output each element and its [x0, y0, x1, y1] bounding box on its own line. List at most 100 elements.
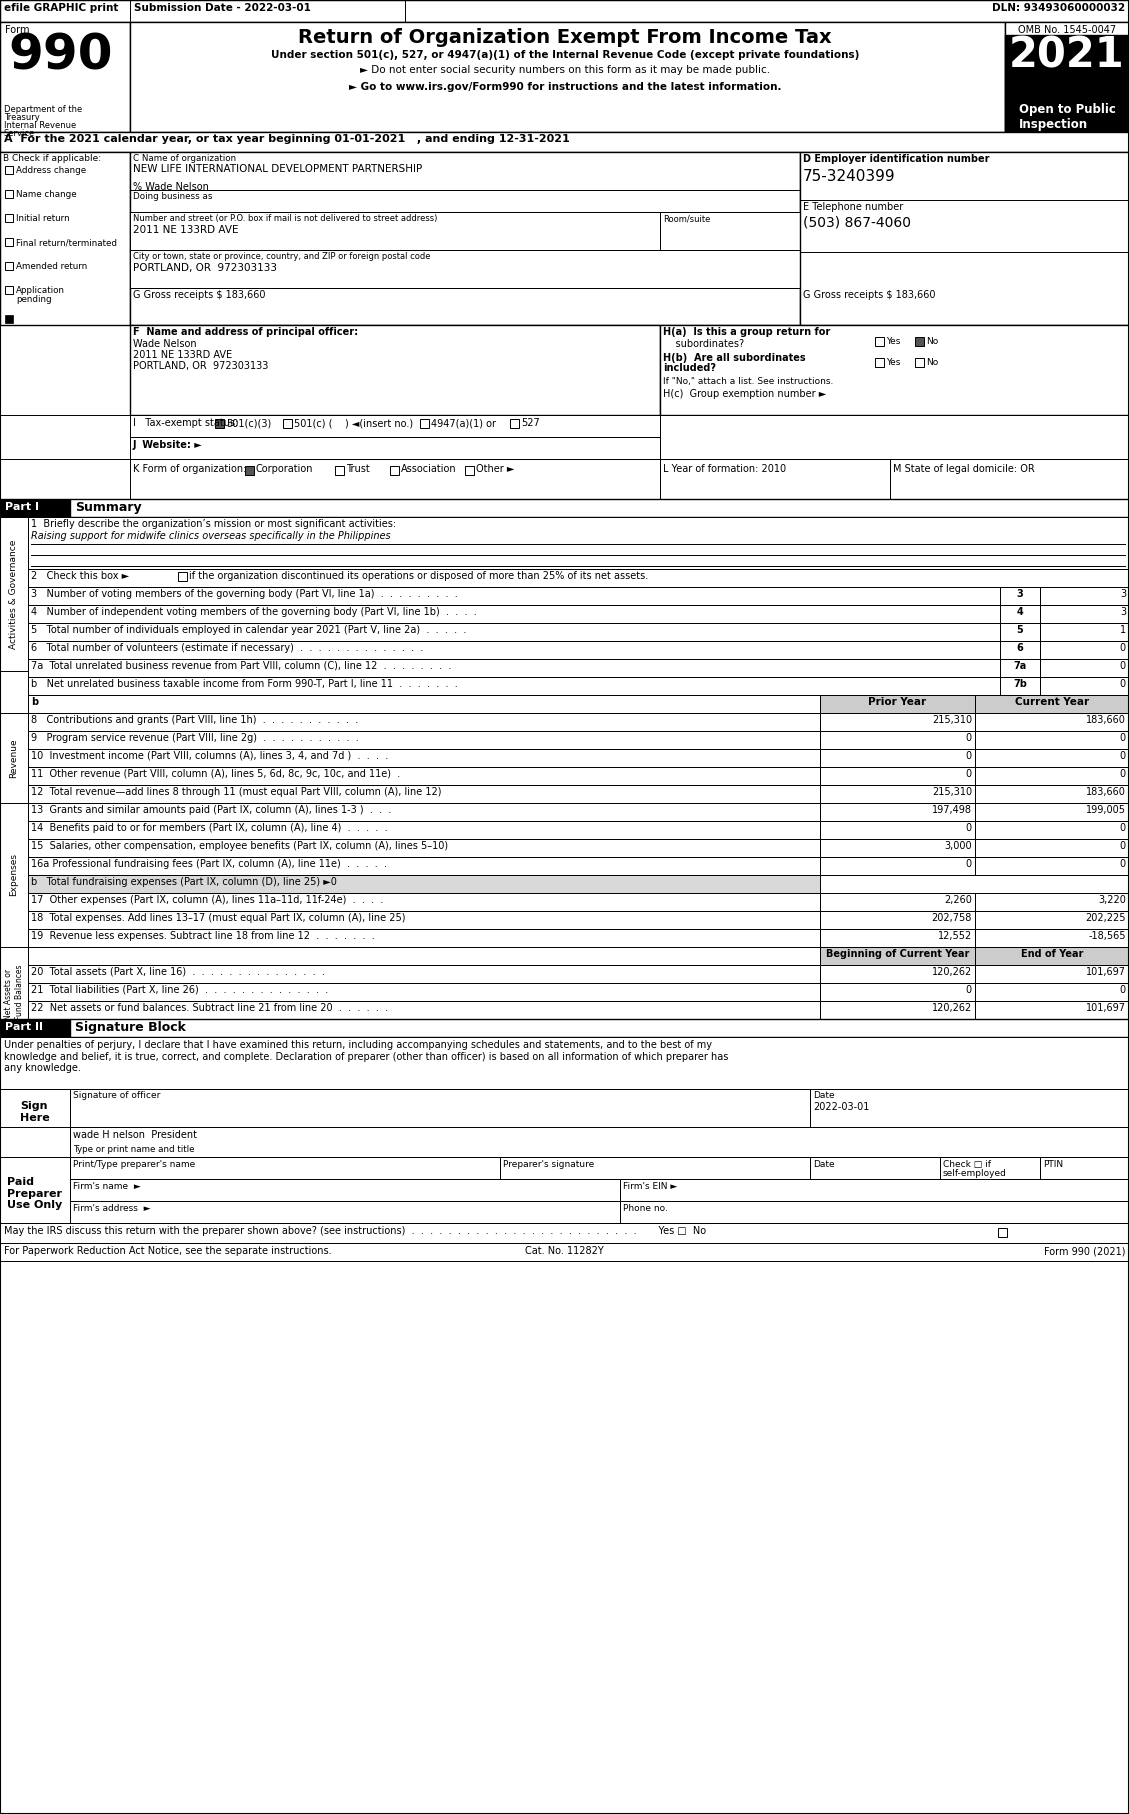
Bar [1040, 640, 1129, 658]
Bar [975, 731, 1129, 749]
Bar [28, 622, 1129, 640]
Bar [283, 419, 292, 428]
Bar [820, 929, 975, 947]
Bar [890, 459, 1129, 499]
Text: A  For the 2021 calendar year, or tax year beginning 01-01-2021   , and ending 1: A For the 2021 calendar year, or tax yea… [5, 134, 570, 143]
Text: PTIN: PTIN [1043, 1159, 1064, 1168]
Bar [975, 911, 1129, 929]
Text: Department of the: Department of the [5, 105, 82, 114]
Bar [820, 911, 975, 929]
Text: B Check if applicable:: B Check if applicable: [3, 154, 102, 163]
Text: L Year of formation: 2010: L Year of formation: 2010 [663, 464, 786, 473]
Bar [130, 250, 800, 288]
Bar [0, 152, 130, 325]
Bar [820, 822, 975, 840]
Bar [0, 517, 28, 671]
Text: 6: 6 [1016, 642, 1023, 653]
Text: 13  Grants and similar amounts paid (Part IX, column (A), lines 1-3 )  .  .  .: 13 Grants and similar amounts paid (Part… [30, 805, 392, 814]
Bar [70, 1019, 1129, 1038]
Bar [70, 1126, 1129, 1157]
Bar [0, 713, 28, 804]
Bar [28, 1001, 820, 1019]
Bar [28, 658, 1129, 677]
Bar [0, 499, 70, 517]
Text: Part II: Part II [5, 1021, 43, 1032]
Bar [1000, 588, 1040, 606]
Bar [0, 1038, 1129, 1088]
Text: 501(c) (    ) ◄(insert no.): 501(c) ( ) ◄(insert no.) [294, 417, 413, 428]
Bar [0, 0, 1129, 22]
Bar [660, 459, 890, 499]
Bar [28, 749, 820, 767]
Bar [178, 571, 187, 580]
Bar [1000, 658, 1040, 677]
Text: 17  Other expenses (Part IX, column (A), lines 11a–11d, 11f-24e)  .  .  .  .: 17 Other expenses (Part IX, column (A), … [30, 894, 384, 905]
Bar [70, 1157, 500, 1179]
Bar [820, 983, 975, 1001]
Text: b   Net unrelated business taxable income from Form 990-T, Part I, line 11  .  .: b Net unrelated business taxable income … [30, 678, 457, 689]
Text: Cat. No. 11282Y: Cat. No. 11282Y [525, 1246, 603, 1255]
Text: Yes: Yes [886, 337, 900, 346]
Bar [28, 677, 1129, 695]
Bar [975, 1001, 1129, 1019]
Bar [5, 190, 14, 198]
Text: Trust: Trust [345, 464, 370, 473]
Bar [70, 1179, 620, 1201]
Text: Sign
Here: Sign Here [20, 1101, 50, 1123]
Text: 0: 0 [966, 985, 972, 996]
Text: 183,660: 183,660 [1086, 787, 1126, 796]
Text: Address change: Address change [16, 167, 86, 174]
Text: % Wade Nelson: % Wade Nelson [133, 181, 209, 192]
Bar [28, 606, 1129, 622]
Text: Prior Year: Prior Year [868, 697, 927, 707]
Text: 20  Total assets (Part X, line 16)  .  .  .  .  .  .  .  .  .  .  .  .  .  .  .: 20 Total assets (Part X, line 16) . . . … [30, 967, 325, 978]
Bar [28, 911, 820, 929]
Bar [5, 316, 14, 323]
Bar [660, 415, 1129, 459]
Bar [70, 1088, 809, 1126]
Bar [820, 840, 975, 856]
Bar [975, 749, 1129, 767]
Bar [215, 419, 224, 428]
Text: 16a Professional fundraising fees (Part IX, column (A), line 11e)  .  .  .  .  .: 16a Professional fundraising fees (Part … [30, 860, 387, 869]
Text: Raising support for midwife clinics overseas specifically in the Philippines: Raising support for midwife clinics over… [30, 532, 391, 541]
Text: included?: included? [663, 363, 716, 374]
Text: if the organization discontinued its operations or disposed of more than 25% of : if the organization discontinued its ope… [189, 571, 648, 580]
Text: Under section 501(c), 527, or 4947(a)(1) of the Internal Revenue Code (except pr: Under section 501(c), 527, or 4947(a)(1)… [271, 51, 859, 60]
Bar [1000, 606, 1040, 622]
Bar [820, 965, 975, 983]
Bar [975, 840, 1129, 856]
Text: 15  Salaries, other compensation, employee benefits (Part IX, column (A), lines : 15 Salaries, other compensation, employe… [30, 842, 448, 851]
Text: 215,310: 215,310 [931, 787, 972, 796]
Text: D Employer identification number: D Employer identification number [803, 154, 989, 163]
Text: 0: 0 [1120, 769, 1126, 778]
Bar [0, 1157, 70, 1223]
Text: 10  Investment income (Part VIII, columns (A), lines 3, 4, and 7d )  .  .  .  .: 10 Investment income (Part VIII, columns… [30, 751, 388, 762]
Bar [1040, 677, 1129, 695]
Text: 120,262: 120,262 [931, 1003, 972, 1012]
Bar [28, 929, 820, 947]
Text: 1: 1 [1120, 626, 1126, 635]
Bar [70, 499, 1129, 517]
Text: 501(c)(3): 501(c)(3) [226, 417, 271, 428]
Text: 3   Number of voting members of the governing body (Part VI, line 1a)  .  .  .  : 3 Number of voting members of the govern… [30, 590, 457, 599]
Text: 197,498: 197,498 [933, 805, 972, 814]
Bar [800, 152, 1129, 325]
Text: Wade Nelson: Wade Nelson [133, 339, 196, 348]
Text: NEW LIFE INTERNATIONAL DEVELOPMENT PARTNERSHIP: NEW LIFE INTERNATIONAL DEVELOPMENT PARTN… [133, 163, 422, 174]
Text: 0: 0 [1120, 985, 1126, 996]
Bar [130, 325, 660, 415]
Text: Internal Revenue: Internal Revenue [5, 122, 77, 131]
Bar [0, 1019, 70, 1038]
Text: 0: 0 [1120, 678, 1126, 689]
Text: End of Year: End of Year [1021, 949, 1083, 960]
Bar [975, 965, 1129, 983]
Text: 12  Total revenue—add lines 8 through 11 (must equal Part VIII, column (A), line: 12 Total revenue—add lines 8 through 11 … [30, 787, 441, 796]
Text: Preparer's signature: Preparer's signature [504, 1159, 594, 1168]
Bar [1005, 96, 1129, 132]
Text: Firm's EIN ►: Firm's EIN ► [623, 1183, 677, 1192]
Bar [820, 767, 975, 785]
Text: Name change: Name change [16, 190, 77, 200]
Bar [1040, 622, 1129, 640]
Bar [0, 1223, 1129, 1243]
